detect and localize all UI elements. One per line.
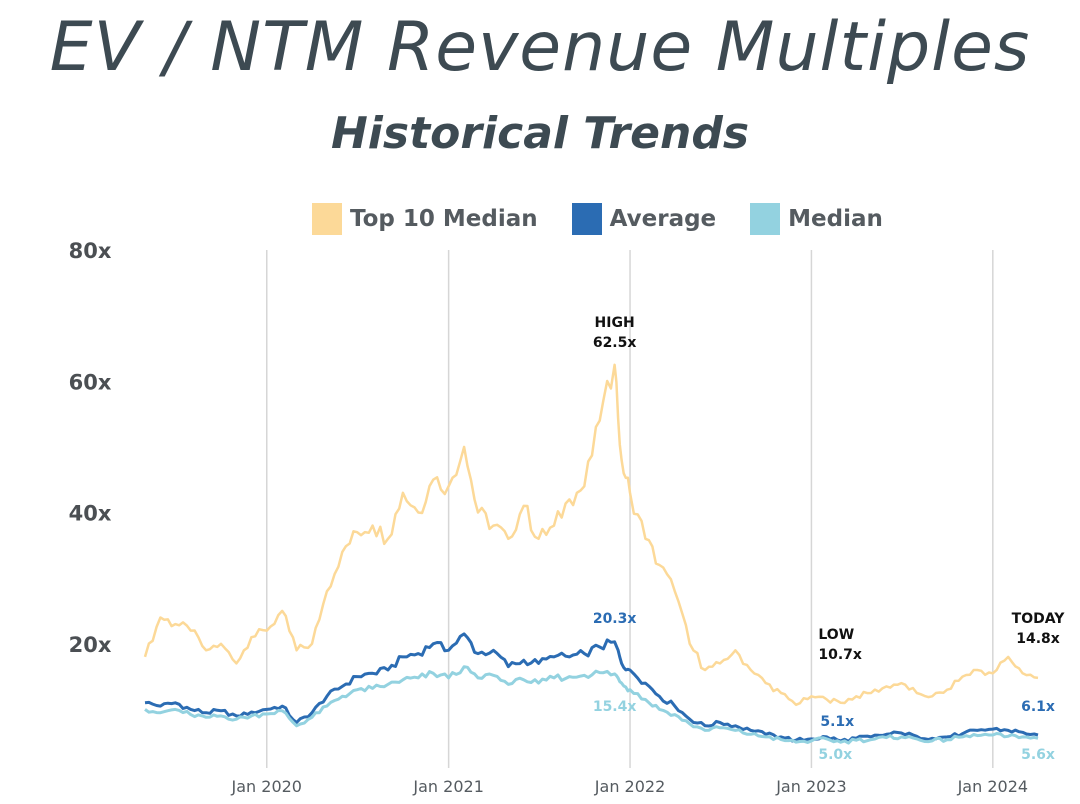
series-line-top10 (143, 363, 1039, 707)
y-tick-label-1: 60x (69, 370, 112, 394)
legend-label-average: Average (609, 206, 717, 232)
annotation-label-0-1: 62.5x (593, 335, 637, 351)
annotation-label-5-0: 5.0x (818, 747, 852, 763)
annotation-label-4-0: 5.1x (820, 714, 854, 730)
page-title: EV / NTM Revenue Multiples (49, 8, 1031, 87)
annotation-label-6-0: TODAY (1012, 611, 1066, 627)
annotation-label-0-0: HIGH (595, 315, 635, 331)
annotation-label-6-1: 14.8x (1016, 631, 1060, 647)
y-tick-label-3: 20x (69, 633, 112, 657)
annotation-label-3-1: 10.7x (818, 647, 862, 663)
series-line-average (144, 632, 1039, 743)
legend-swatch-median (750, 203, 781, 235)
annotation-label-2-0: 15.4x (593, 699, 637, 715)
x-tick-label-3: Jan 2023 (775, 777, 846, 796)
x-tick-label-4: Jan 2024 (957, 777, 1028, 796)
annotation-label-1-0: 20.3x (593, 611, 637, 627)
x-tick-label-2: Jan 2022 (594, 777, 665, 796)
annotation-label-3-0: LOW (818, 627, 854, 643)
legend-label-median: Median (788, 206, 883, 232)
legend-swatch-top10 (312, 203, 342, 235)
legend-label-top10: Top 10 Median (350, 206, 538, 232)
legend-item-average: Average (571, 203, 717, 235)
legend-swatch-average (571, 203, 602, 235)
annotation-label-8-0: 5.6x (1021, 747, 1055, 763)
x-tick-label-0: Jan 2020 (231, 777, 302, 796)
page-subtitle: Historical Trends (330, 108, 750, 159)
y-tick-label-2: 40x (69, 502, 112, 526)
legend: Top 10 Median Average Median (312, 202, 917, 236)
series-line-median (144, 665, 1039, 745)
annotation-label-7-0: 6.1x (1021, 699, 1055, 715)
legend-item-top10: Top 10 Median (312, 203, 538, 235)
y-tick-label-0: 80x (69, 239, 112, 263)
x-tick-label-1: Jan 2021 (412, 777, 483, 796)
legend-item-median: Median (750, 203, 883, 235)
